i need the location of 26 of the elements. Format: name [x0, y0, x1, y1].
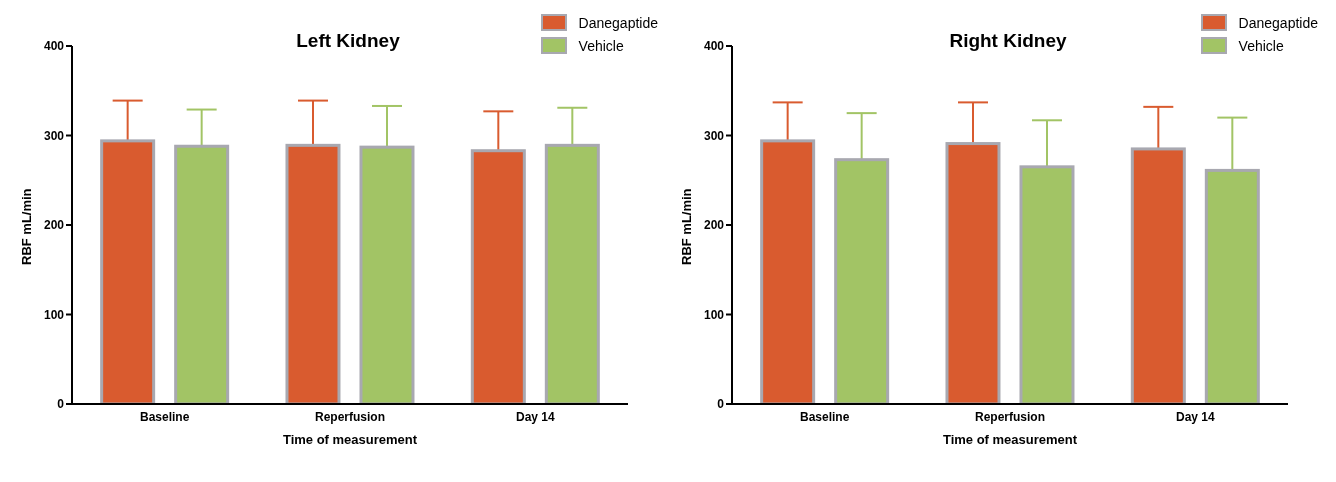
- legend-label: Vehicle: [1238, 37, 1284, 54]
- y-tick-label: 400: [703, 39, 725, 54]
- y-tick-label: 300: [703, 128, 725, 143]
- x-axis-title: Time of measurement: [942, 432, 1078, 447]
- x-tick-label: Baseline: [139, 409, 190, 424]
- y-tick-label: 200: [43, 218, 65, 233]
- x-tick-label: Reperfusion: [974, 409, 1046, 424]
- chart-title: Right Kidney: [949, 30, 1067, 51]
- y-tick-label: 200: [703, 218, 725, 233]
- x-tick-label: Baseline: [799, 409, 850, 424]
- y-tick-label: 100: [43, 307, 65, 322]
- x-tick-label: Reperfusion: [314, 409, 386, 424]
- y-tick-label: 0: [717, 397, 725, 412]
- y-tick-label: 100: [703, 307, 725, 322]
- x-tick-label: Day 14: [1175, 409, 1215, 424]
- x-axis-title: Time of measurement: [282, 432, 418, 447]
- legend-label: Danegaptide: [1238, 14, 1318, 31]
- y-tick-label: 400: [43, 39, 65, 54]
- y-axis-title: RBF mL/min: [18, 188, 34, 265]
- y-axis-title: RBF mL/min: [678, 188, 694, 265]
- y-tick-label: 0: [57, 397, 65, 412]
- y-tick-label: 300: [43, 128, 65, 143]
- legend-label: Vehicle: [578, 37, 624, 54]
- chart-title: Left Kidney: [296, 30, 400, 51]
- legend-label: Danegaptide: [578, 14, 658, 31]
- x-tick-label: Day 14: [515, 409, 555, 424]
